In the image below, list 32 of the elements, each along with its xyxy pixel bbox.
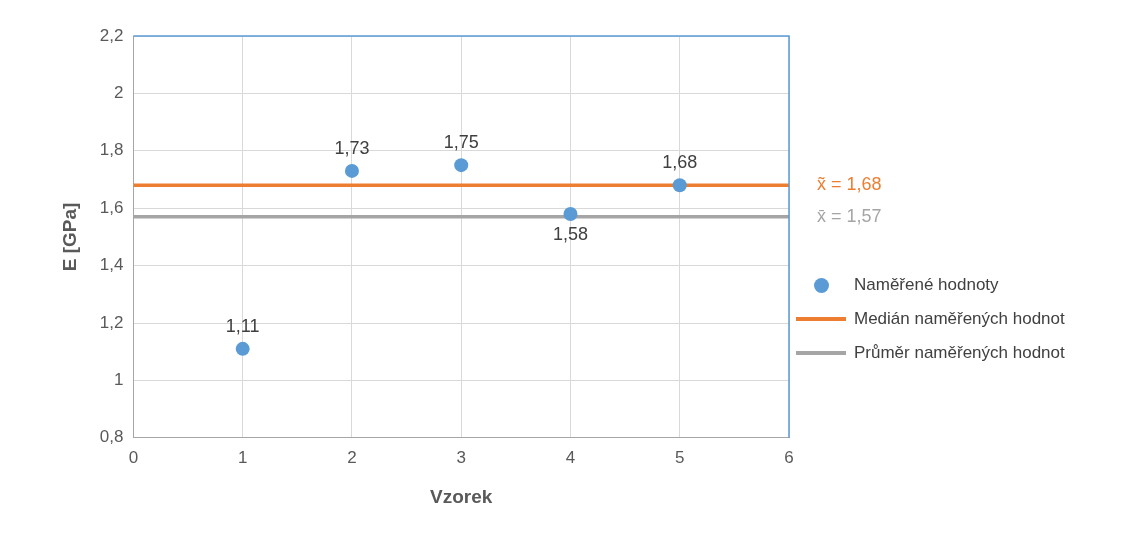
legend-label: Průměr naměřených hodnot xyxy=(854,343,1065,363)
y-tick-label: 0,8 xyxy=(99,427,124,447)
point xyxy=(563,206,578,221)
x-tick-label: 4 xyxy=(565,447,576,467)
y-tick-label: 2,2 xyxy=(99,25,124,45)
data-label: 1,73 xyxy=(334,137,370,158)
y-tick-label: 1,2 xyxy=(99,312,124,332)
y-tick-label: 1 xyxy=(113,370,124,390)
point xyxy=(672,178,687,193)
y-tick-label: 1,6 xyxy=(99,197,124,217)
x-tick-label: 3 xyxy=(456,447,466,467)
point xyxy=(235,341,250,356)
x-axis-title: Vzorek xyxy=(430,485,493,507)
data-label: 1,75 xyxy=(443,132,479,153)
y-tick-label: 1,4 xyxy=(99,255,124,275)
y-tick-label: 1,8 xyxy=(99,140,124,160)
y-tick-label: 2 xyxy=(113,83,124,103)
x-tick-label: 6 xyxy=(784,447,794,467)
x-tick-label: 0 xyxy=(128,447,139,467)
data-label: 1,58 xyxy=(552,223,588,244)
data-label: 1,11 xyxy=(225,315,260,336)
x-tick-label: 5 xyxy=(675,447,685,467)
annotation: x̃ = 1,68 xyxy=(817,174,882,195)
y-axis-title: E [GPa] xyxy=(58,202,80,272)
legend-label: Medián naměřených hodnot xyxy=(854,309,1065,329)
annotation: x̄ = 1,57 xyxy=(817,205,882,226)
data-label: 1,68 xyxy=(662,152,698,173)
x-tick-label: 2 xyxy=(347,447,357,467)
point xyxy=(454,158,469,173)
legend-label: Naměřené hodnoty xyxy=(854,275,999,295)
x-tick-label: 1 xyxy=(237,447,248,467)
point xyxy=(344,163,359,178)
